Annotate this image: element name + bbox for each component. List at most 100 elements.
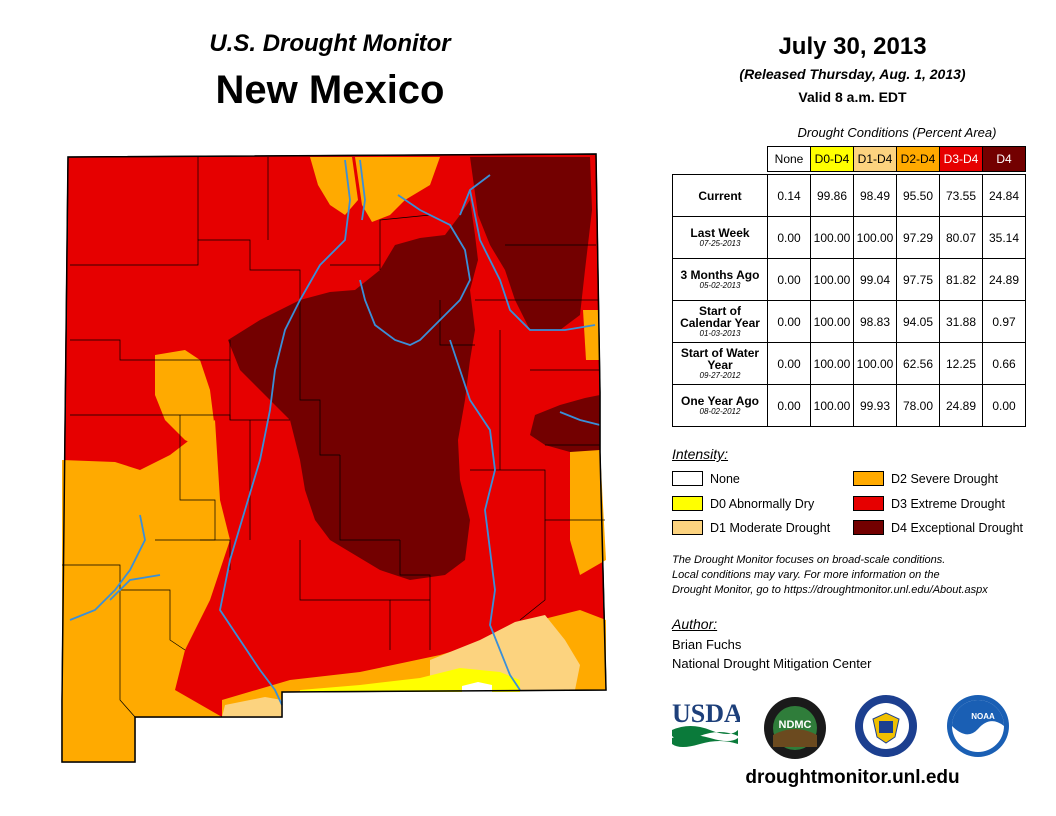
table-cell: 100.00 [810,384,854,427]
row-label: Current [672,174,768,217]
d2-area-west [155,350,215,450]
legend-swatch [672,496,703,511]
gila-river [69,514,146,621]
table-cell: 62.56 [896,342,940,385]
pecos-river [359,194,471,346]
legend-label: D2 Severe Drought [891,472,999,486]
ndmc-logo[interactable]: NDMC [762,695,828,761]
usda-text: USDA [672,699,740,728]
table-cell: 0.00 [982,384,1026,427]
table-cell: 97.29 [896,216,940,259]
note-line: The Drought Monitor focuses on broad-sca… [672,554,946,566]
d2-area-southwest [62,420,230,762]
info-note: The Drought Monitor focuses on broad-sca… [672,553,1017,598]
legend-label: D1 Moderate Drought [710,521,831,535]
d4-area-northeast [470,157,592,330]
map-subtitle: U.S. Drought Monitor [209,30,451,57]
d2-area-east [570,450,606,575]
legend-label: D0 Abnormally Dry [710,497,815,511]
table-cell: 100.00 [810,258,854,301]
legend-title: Intensity: [672,446,729,462]
author-name: Brian Fuchs [672,637,742,652]
table-cell: 99.04 [853,258,897,301]
table-row: Start of Water Year 09-27-2012 0.00 100.0… [672,342,1026,385]
legend-label: None [710,472,740,486]
table-cell: 0.00 [767,258,811,301]
gila-tributary [109,574,161,601]
d1-area-southwest [222,697,282,717]
d4-area-central [228,200,478,580]
usda-logo[interactable]: USDA [670,690,740,750]
row-label: Start of Calendar Year 01-03-2013 [672,300,768,343]
note-line: Local conditions may vary. For more info… [672,569,940,581]
legend-label: D4 Exceptional Drought [891,521,1024,535]
county-boundaries [62,157,605,718]
website-link[interactable]: droughtmonitor.unl.edu [745,767,960,788]
table-cell: 80.07 [939,216,983,259]
row-label: Last Week 07-25-2013 [672,216,768,259]
d2-area-east-upper [583,310,600,360]
ndmc-text: NDMC [779,719,812,731]
table-cell: 100.00 [810,216,854,259]
table-cell: 24.84 [982,174,1026,217]
map-date: July 30, 2013 [778,33,927,60]
map-title: New Mexico [215,68,445,112]
release-date: (Released Thursday, Aug. 1, 2013) [739,66,966,82]
table-cell: 97.75 [896,258,940,301]
table-cell: 100.00 [853,216,897,259]
table-cell: 0.00 [767,342,811,385]
pecos-river-south [449,339,521,691]
valid-time: Valid 8 a.m. EDT [798,89,907,105]
table-cell: 100.00 [810,342,854,385]
drought-map [61,153,607,763]
row-label: Start of Water Year 09-27-2012 [672,342,768,385]
table-cell: 0.14 [767,174,811,217]
table-row: One Year Ago 08-02-2012 0.00 100.00 99.93… [672,384,1026,427]
row-label: 3 Months Ago 05-02-2013 [672,258,768,301]
noaa-text: NOAA [971,712,995,721]
commerce-seal-logo[interactable] [853,693,919,759]
drought-conditions-table: None D0-D4 D1-D4 D2-D4 D3-D4 D4 Current … [672,146,1026,427]
table-cell: 78.00 [896,384,940,427]
table-row: Current 0.14 99.86 98.49 95.50 73.55 24.… [672,174,1026,217]
legend-swatch [853,520,884,535]
canadian-river-upper [459,174,491,216]
table-row: Last Week 07-25-2013 0.00 100.00 100.00 9… [672,216,1026,259]
col-d3-d4: D3-D4 [939,146,983,172]
d2-area-north-east [355,157,440,222]
rio-grande [219,159,351,706]
table-cell: 35.14 [982,216,1026,259]
table-cell: 12.25 [939,342,983,385]
table-cell: 24.89 [939,384,983,427]
table-cell: 100.00 [810,300,854,343]
table-cell: 99.86 [810,174,854,217]
table-cell: 100.00 [853,342,897,385]
table-cell: 0.00 [767,300,811,343]
table-header-row: None D0-D4 D1-D4 D2-D4 D3-D4 D4 [673,146,1026,172]
col-none: None [767,146,811,172]
table-caption: Drought Conditions (Percent Area) [797,125,997,140]
table-cell: 73.55 [939,174,983,217]
table-row: Start of Calendar Year 01-03-2013 0.00 10… [672,300,1026,343]
legend-label: D3 Extreme Drought [891,497,1005,511]
canadian-river [469,189,596,331]
table-corner [673,147,768,172]
table-cell: 0.00 [767,216,811,259]
table-cell: 98.83 [853,300,897,343]
noaa-logo[interactable]: NOAA [945,693,1011,759]
table-cell: 24.89 [982,258,1026,301]
san-juan-tributary [559,411,601,426]
table-cell: 98.49 [853,174,897,217]
legend-swatch [672,520,703,535]
legend-swatch [853,471,884,486]
author-title: Author: [672,616,718,632]
d4-area-east [530,395,600,452]
table-cell: 99.93 [853,384,897,427]
table-row: 3 Months Ago 05-02-2013 0.00 100.00 99.04… [672,258,1026,301]
table-cell: 0.66 [982,342,1026,385]
table-cell: 95.50 [896,174,940,217]
note-line[interactable]: Drought Monitor, go to https://droughtmo… [672,584,988,596]
table-cell: 31.88 [939,300,983,343]
author-org: National Drought Mitigation Center [672,656,872,671]
table-cell: 0.97 [982,300,1026,343]
